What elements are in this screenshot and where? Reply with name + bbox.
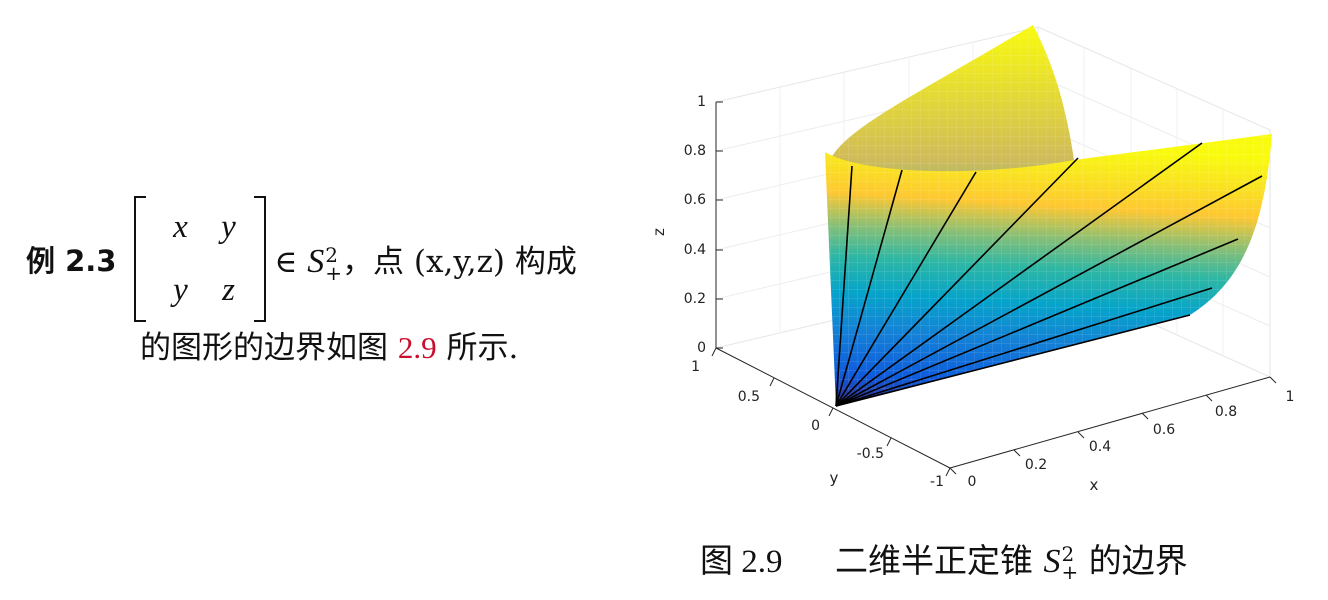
example-statement: 例 2.3 x y y z ∈ S 2 + ，点 (x,y,z) 构成 xyxy=(26,196,577,322)
x-tick-label: 0.8 xyxy=(1215,404,1237,420)
matrix: x y y z xyxy=(134,196,267,322)
x-tick-label: 0 xyxy=(968,474,977,490)
caption-subscript: + xyxy=(1061,560,1079,584)
matrix-entry-21: y xyxy=(173,272,188,308)
statement-line-2-tail: 所示. xyxy=(436,330,519,366)
psd-set-symbol: S xyxy=(307,243,325,281)
generator-line xyxy=(835,142,1203,407)
matrix-entry-12: y xyxy=(221,209,236,245)
x-ticks xyxy=(949,376,1277,475)
caption-text: 二维半正定锥 xyxy=(835,541,1033,580)
generator-line xyxy=(835,314,1191,407)
y-tick-label: 0 xyxy=(811,418,820,434)
in-symbol: ∈ xyxy=(274,244,298,281)
matrix-left-bracket xyxy=(134,196,147,322)
y-axis-label: y xyxy=(830,469,839,487)
example-label: 例 2.3 xyxy=(26,244,117,278)
statement-line-2-text: 的图形的边界如图 xyxy=(140,330,398,366)
matrix-right-bracket xyxy=(254,196,267,322)
generator-line xyxy=(835,238,1239,407)
x-tick-label: 0.6 xyxy=(1153,422,1175,438)
figure-reference-link[interactable]: 2.9 xyxy=(397,330,437,365)
caption-tail: 的边界 xyxy=(1088,541,1188,580)
z-tick-label: 0.2 xyxy=(684,291,706,307)
z-axis-label: z xyxy=(650,228,668,236)
x-tick-label: 0.2 xyxy=(1025,457,1047,473)
generator-line xyxy=(835,175,1263,407)
statement-text: ，点 (x,y,z) 构成 xyxy=(342,244,577,281)
y-tick-label: 0.5 xyxy=(738,389,760,405)
matrix-entry-11: x xyxy=(173,209,188,245)
caption-set-symbol: S xyxy=(1043,543,1061,580)
z-tick-label: 0.6 xyxy=(684,192,706,208)
z-ticks xyxy=(716,101,723,349)
z-tick-label: 0 xyxy=(697,340,706,356)
generator-line xyxy=(835,171,977,407)
generator-line xyxy=(835,287,1213,407)
figure-caption: 图 2.9 二维半正定锥 S 2 + 的边界 xyxy=(700,534,1188,582)
statement-line-2: 的图形的边界如图 2.9 所示. xyxy=(140,322,518,367)
matrix-entry-22: z xyxy=(222,272,235,308)
y-ticks xyxy=(711,347,951,477)
y-tick-label: -1 xyxy=(930,474,944,490)
x-tick-label: 1 xyxy=(1286,389,1295,405)
caption-superscript: 2 xyxy=(1061,542,1075,566)
y-tick-label: -0.5 xyxy=(857,446,884,462)
figure-number: 图 2.9 xyxy=(700,544,783,580)
z-tick-label: 0.8 xyxy=(684,143,706,159)
z-tick-label: 1 xyxy=(697,94,706,110)
set-subscript: + xyxy=(325,260,343,285)
y-tick-label: 1 xyxy=(691,359,700,375)
generator-line xyxy=(835,169,903,407)
cone-generator-lines xyxy=(835,142,1263,407)
x-axis-label: x xyxy=(1090,476,1099,494)
membership: ∈ S 2 + ，点 (x,y,z) 构成 xyxy=(274,236,577,285)
x-tick-label: 0.4 xyxy=(1089,439,1111,455)
generator-line xyxy=(835,157,1079,407)
set-superscript: 2 xyxy=(325,242,339,267)
z-tick-label: 0.4 xyxy=(684,242,706,258)
surface-plot: 0 0.2 0.4 0.6 0.8 1 z 1 0.5 0 -0.5 -1 y … xyxy=(650,25,1295,494)
generator-line xyxy=(835,165,853,407)
